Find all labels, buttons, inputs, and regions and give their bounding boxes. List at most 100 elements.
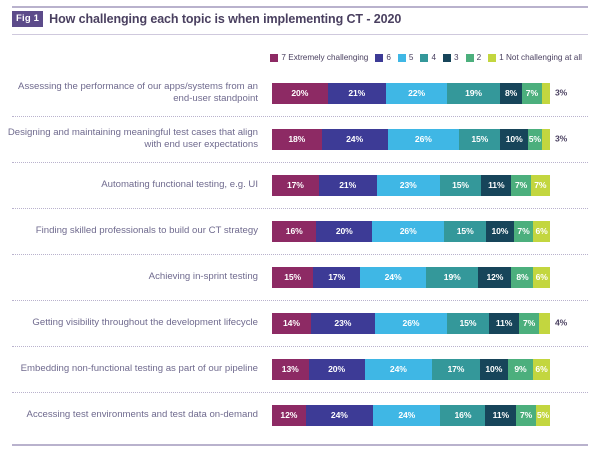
bar-segment-value: 26% [414, 133, 432, 144]
bar-segment[interactable]: 15% [447, 312, 489, 334]
bar-segment[interactable]: 10% [486, 220, 514, 242]
bar-segment[interactable]: 18% [272, 128, 322, 150]
bar-segment-value: 20% [328, 363, 346, 374]
bar-segment[interactable]: 7% [530, 174, 550, 196]
bar-segment[interactable]: 5% [535, 404, 550, 426]
bar-segment[interactable]: 22% [385, 82, 448, 104]
bar-segment[interactable]: 19% [447, 82, 500, 104]
bar-segment-value: 13% [281, 363, 299, 374]
legend-item[interactable]: 3 [443, 53, 459, 63]
bar-segment[interactable]: 16% [272, 220, 317, 242]
bar-segment-value: 16% [454, 409, 472, 420]
bar-segment-value: 9% [514, 363, 527, 374]
bar-segment[interactable]: 7% [519, 312, 539, 334]
bar-segment-value: 21% [339, 179, 357, 190]
bar-segment[interactable]: 5% [527, 128, 542, 150]
bar-segment-value: 15% [471, 133, 489, 144]
bar-segment[interactable]: 20% [308, 358, 365, 380]
bar-segment[interactable]: 3% [541, 128, 567, 150]
bar-segment[interactable]: 15% [459, 128, 501, 150]
bar-wrapper: 16% 20% 26% 15% 10% 7% 6% [272, 208, 600, 254]
bar-segment-value: 20% [335, 225, 353, 236]
bar-segment[interactable]: 24% [360, 266, 427, 288]
stacked-bar: 16% 20% 26% 15% 10% 7% 6% [272, 220, 550, 242]
bar-segment[interactable]: 12% [272, 404, 306, 426]
legend-item[interactable]: 1 Not challenging at all [488, 53, 582, 63]
bar-segment[interactable]: 26% [372, 220, 445, 242]
bar-segment[interactable]: 20% [272, 82, 328, 104]
bar-wrapper: 14% 23% 26% 15% 11% 7% 4% [272, 300, 600, 346]
bar-segment[interactable]: 23% [310, 312, 375, 334]
legend-swatch-icon [488, 54, 497, 63]
bar-segment[interactable]: 23% [376, 174, 440, 196]
category-label: Automating functional testing, e.g. UI [101, 178, 258, 190]
bar-segment[interactable]: 12% [478, 266, 512, 288]
legend-item[interactable]: 6 [375, 53, 391, 63]
bar-segment[interactable]: 10% [479, 358, 508, 380]
bar-segment[interactable]: 16% [440, 404, 486, 426]
bar-segment-value: 11% [488, 179, 505, 190]
bar-segment[interactable]: 24% [321, 128, 388, 150]
legend-item[interactable]: 2 [465, 53, 481, 63]
bar-segment[interactable]: 24% [305, 404, 374, 426]
bar-segment[interactable]: 14% [272, 312, 311, 334]
bar-segment[interactable]: 11% [485, 404, 517, 426]
legend-label: 3 [454, 53, 459, 62]
bar-segment-value: 7% [519, 409, 533, 420]
legend-label: 6 [386, 53, 391, 62]
bar-segment[interactable]: 8% [511, 266, 534, 288]
bar-segment[interactable]: 7% [513, 220, 534, 242]
bar-segment-value: 16% [285, 225, 303, 236]
bar-segment[interactable]: 13% [272, 358, 309, 380]
bar-segment[interactable]: 10% [500, 128, 528, 150]
bar-segment[interactable]: 3% [541, 82, 567, 104]
bar-segment[interactable]: 20% [316, 220, 373, 242]
bar-wrapper: 12% 24% 24% 16% 11% 7% 5% [272, 392, 600, 438]
stacked-bar: 14% 23% 26% 15% 11% 7% 4% [272, 312, 567, 334]
category-label: Designing and maintaining meaningful tes… [7, 126, 258, 151]
chart-plot-area: Assessing the performance of our apps/sy… [0, 70, 600, 438]
bar-segment[interactable]: 11% [481, 174, 512, 196]
stacked-bar: 18% 24% 26% 15% 10% 5% 3% [272, 128, 567, 150]
bar-segment[interactable]: 8% [499, 82, 523, 104]
legend-swatch-icon [397, 54, 406, 63]
bar-segment[interactable]: 17% [272, 174, 319, 196]
legend-item[interactable]: 5 [397, 53, 413, 63]
bar-segment[interactable]: 26% [387, 128, 460, 150]
bar-segment-value: 15% [459, 317, 477, 328]
bar-segment[interactable]: 19% [426, 266, 479, 288]
bar-segment-value: 24% [389, 363, 407, 374]
bar-segment-value: 12% [486, 271, 504, 282]
bar-segment-value: 24% [384, 271, 402, 282]
bar-segment[interactable]: 26% [374, 312, 448, 334]
bar-segment-value: 11% [492, 409, 510, 420]
bar-segment[interactable]: 15% [272, 266, 314, 288]
bar-segment[interactable]: 6% [533, 266, 550, 288]
bar-segment[interactable]: 15% [439, 174, 482, 196]
bar-segment[interactable]: 7% [516, 404, 536, 426]
bar-segment[interactable]: 24% [373, 404, 441, 426]
bar-segment-value: 5% [528, 133, 541, 144]
category-label: Achieving in-sprint testing [148, 270, 258, 282]
legend-label: 7 Extremely challenging [281, 53, 369, 62]
bar-segment[interactable]: 6% [533, 358, 550, 380]
bar-segment-value: 5% [536, 409, 550, 420]
bar-segment[interactable]: 9% [507, 358, 534, 380]
bar-segment[interactable]: 17% [432, 358, 480, 380]
bar-segment[interactable]: 7% [511, 174, 531, 196]
bar-segment[interactable]: 4% [538, 312, 567, 334]
legend-item[interactable]: 4 [420, 53, 436, 63]
category-label: Assessing the performance of our apps/sy… [18, 80, 258, 105]
bar-segment[interactable]: 24% [364, 358, 433, 380]
bar-segment[interactable]: 17% [313, 266, 361, 288]
legend-item[interactable]: 7 Extremely challenging [270, 53, 369, 63]
bar-segment[interactable]: 11% [488, 312, 520, 334]
bar-segment[interactable]: 21% [327, 82, 386, 104]
bar-segment[interactable]: 6% [533, 220, 550, 242]
bar-segment[interactable]: 21% [318, 174, 377, 196]
bar-segment[interactable]: 7% [522, 82, 542, 104]
bar-segment-value: 24% [330, 409, 348, 420]
title-divider [12, 34, 588, 35]
bar-segment[interactable]: 15% [444, 220, 487, 242]
